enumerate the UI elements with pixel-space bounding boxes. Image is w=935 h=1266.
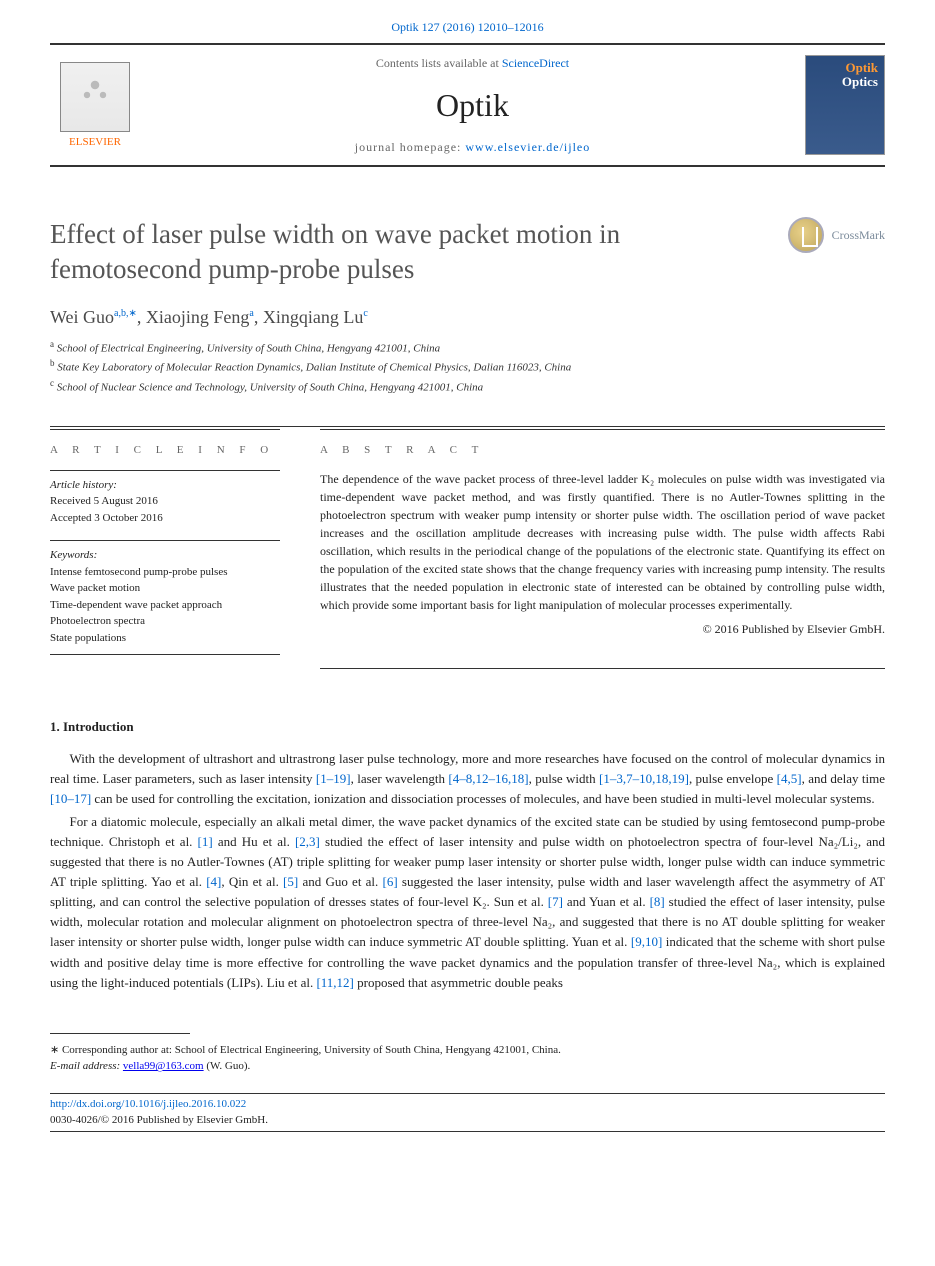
introduction-section: 1. Introduction With the development of … (50, 719, 885, 993)
abstract-copyright: © 2016 Published by Elsevier GmbH. (320, 622, 885, 637)
crossmark-label: CrossMark (832, 228, 885, 243)
contents-prefix: Contents lists available at (376, 56, 502, 70)
affiliation: b State Key Laboratory of Molecular Reac… (50, 357, 885, 376)
homepage-prefix: journal homepage: (355, 140, 466, 154)
author: Xiaojing Fenga (146, 307, 254, 327)
crossmark-badge[interactable]: CrossMark (788, 217, 885, 253)
article-title: Effect of laser pulse width on wave pack… (50, 217, 758, 287)
email-label: E-mail address: (50, 1060, 120, 1072)
intro-paragraph-1: With the development of ultrashort and u… (50, 749, 885, 809)
publisher-logo[interactable]: ELSEVIER (50, 55, 140, 155)
ref-link[interactable]: [4–8,12–16,18] (448, 771, 528, 786)
author-email-link[interactable]: vella99@163.com (123, 1060, 204, 1072)
history-label: Article history: (50, 477, 280, 494)
footnote-separator (50, 1033, 190, 1034)
article-info-heading: a r t i c l e i n f o (50, 444, 280, 456)
issn-copyright: 0030-4026/© 2016 Published by Elsevier G… (50, 1114, 268, 1126)
ref-link[interactable]: [5] (283, 874, 298, 889)
contents-available-line: Contents lists available at ScienceDirec… (160, 56, 785, 71)
author-list: Wei Guoa,b,∗, Xiaojing Fenga, Xingqiang … (50, 307, 885, 328)
article-info-column: a r t i c l e i n f o Article history: R… (50, 429, 280, 670)
homepage-line: journal homepage: www.elsevier.de/ijleo (160, 140, 785, 155)
keyword: Intense femtosecond pump-probe pulses (50, 564, 280, 581)
ref-link[interactable]: [9,10] (631, 934, 662, 949)
affiliation-list: a School of Electrical Engineering, Univ… (50, 338, 885, 395)
intro-paragraph-2: For a diatomic molecule, especially an a… (50, 812, 885, 993)
info-abstract-row: a r t i c l e i n f o Article history: R… (50, 426, 885, 670)
received-date: Received 5 August 2016 (50, 493, 280, 510)
ref-link[interactable]: [6] (383, 874, 398, 889)
citation-line: Optik 127 (2016) 12010–12016 (50, 20, 885, 35)
page-footer: http://dx.doi.org/10.1016/j.ijleo.2016.1… (50, 1093, 885, 1132)
article-history-block: Article history: Received 5 August 2016 … (50, 470, 280, 527)
journal-header: ELSEVIER Contents lists available at Sci… (50, 43, 885, 167)
title-row: Effect of laser pulse width on wave pack… (50, 217, 885, 287)
sciencedirect-link[interactable]: ScienceDirect (502, 56, 569, 70)
abstract-text: The dependence of the wave packet proces… (320, 470, 885, 614)
ref-link[interactable]: [11,12] (316, 975, 353, 990)
ref-link[interactable]: [1] (198, 834, 213, 849)
abstract-column: a b s t r a c t The dependence of the wa… (320, 429, 885, 670)
journal-cover-thumbnail[interactable] (805, 55, 885, 155)
email-author-suffix: (W. Guo). (206, 1060, 250, 1072)
asterisk-icon: ∗ (50, 1044, 62, 1056)
homepage-link[interactable]: www.elsevier.de/ijleo (465, 140, 590, 154)
author: Wei Guoa,b,∗ (50, 307, 137, 327)
journal-name: Optik (160, 87, 785, 124)
keyword: State populations (50, 630, 280, 647)
doi-link[interactable]: http://dx.doi.org/10.1016/j.ijleo.2016.1… (50, 1098, 246, 1110)
accepted-date: Accepted 3 October 2016 (50, 510, 280, 527)
keyword: Time-dependent wave packet approach (50, 597, 280, 614)
elsevier-tree-icon (60, 62, 130, 132)
abstract-heading: a b s t r a c t (320, 444, 885, 456)
ref-link[interactable]: [7] (548, 894, 563, 909)
ref-link[interactable]: [8] (650, 894, 665, 909)
keyword: Photoelectron spectra (50, 613, 280, 630)
publisher-name: ELSEVIER (69, 136, 121, 148)
keywords-block: Keywords: Intense femtosecond pump-probe… (50, 540, 280, 655)
ref-link[interactable]: [10–17] (50, 791, 91, 806)
ref-link[interactable]: [1–3,7–10,18,19] (599, 771, 689, 786)
header-center: Contents lists available at ScienceDirec… (160, 56, 785, 155)
affiliation: a School of Electrical Engineering, Univ… (50, 338, 885, 357)
author: Xingqiang Luc (263, 307, 368, 327)
keywords-label: Keywords: (50, 547, 280, 564)
affiliation: c School of Nuclear Science and Technolo… (50, 377, 885, 396)
citation-link[interactable]: Optik 127 (2016) 12010–12016 (391, 20, 543, 34)
ref-link[interactable]: [4] (206, 874, 221, 889)
keyword: Wave packet motion (50, 580, 280, 597)
ref-link[interactable]: [1–19] (316, 771, 351, 786)
introduction-heading: 1. Introduction (50, 719, 885, 735)
crossmark-icon (788, 217, 824, 253)
ref-link[interactable]: [4,5] (777, 771, 802, 786)
corresponding-author-footnote: ∗ Corresponding author at: School of Ele… (50, 1042, 885, 1075)
ref-link[interactable]: [2,3] (295, 834, 320, 849)
